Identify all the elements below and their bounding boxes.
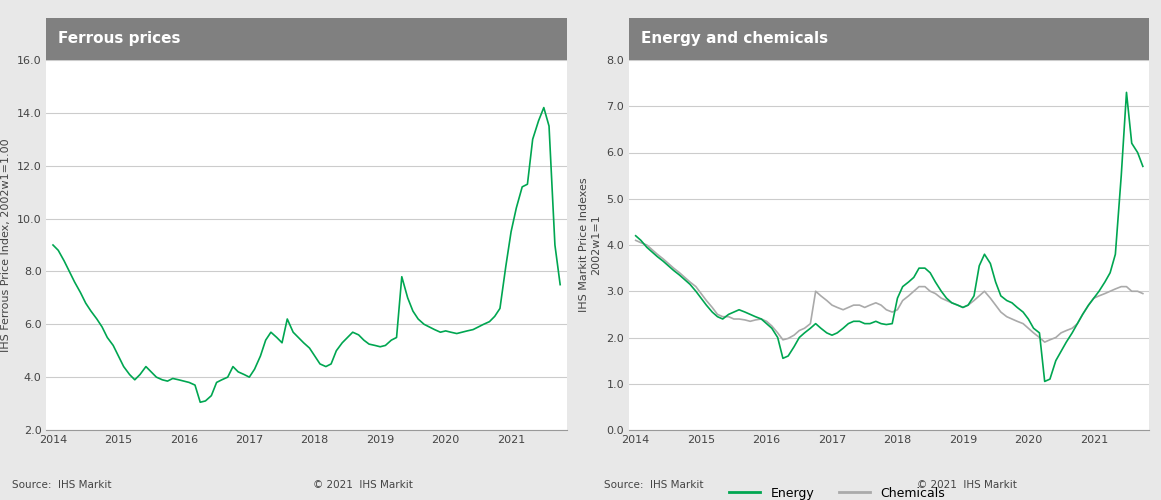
Y-axis label: IHS Ferrous Price Index, 2002w1=1.00: IHS Ferrous Price Index, 2002w1=1.00 xyxy=(1,138,12,352)
Chemicals xyxy=(1038,339,1052,345)
Energy xyxy=(842,320,856,326)
Line: Chemicals: Chemicals xyxy=(636,240,1142,342)
Text: Energy and chemicals: Energy and chemicals xyxy=(641,31,828,46)
Energy xyxy=(629,233,643,239)
Chemicals xyxy=(759,318,773,324)
Text: Ferrous prices: Ferrous prices xyxy=(58,31,181,46)
Legend: Energy, Chemicals: Energy, Chemicals xyxy=(724,482,950,500)
Chemicals xyxy=(825,302,839,308)
Text: Source:  IHS Markit: Source: IHS Markit xyxy=(604,480,704,490)
Energy xyxy=(715,316,729,322)
Chemicals xyxy=(1010,318,1024,324)
Energy xyxy=(1010,304,1024,310)
Chemicals xyxy=(629,238,643,244)
Text: © 2021  IHS Markit: © 2021 IHS Markit xyxy=(313,480,413,490)
Text: © 2021  IHS Markit: © 2021 IHS Markit xyxy=(917,480,1017,490)
Y-axis label: IHS Markit Price Indexes
2002w1=1: IHS Markit Price Indexes 2002w1=1 xyxy=(579,178,601,312)
Chemicals xyxy=(935,295,949,301)
Energy xyxy=(1119,90,1133,96)
Text: Source:  IHS Markit: Source: IHS Markit xyxy=(12,480,111,490)
Chemicals xyxy=(1135,290,1149,296)
Line: Energy: Energy xyxy=(636,92,1142,382)
Energy xyxy=(825,332,839,338)
Chemicals xyxy=(715,314,729,320)
Energy xyxy=(935,288,949,294)
Energy xyxy=(759,320,773,326)
Energy xyxy=(1135,164,1149,170)
Chemicals xyxy=(842,304,856,310)
Energy xyxy=(1038,378,1052,384)
